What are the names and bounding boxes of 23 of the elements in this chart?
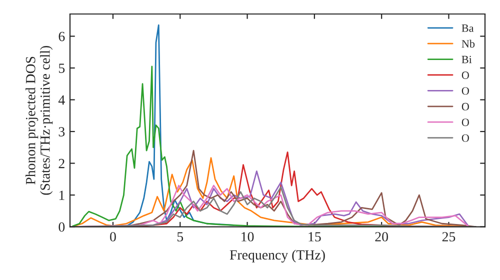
x-tick-label: 25 — [442, 232, 456, 242]
x-tick-label: 10 — [242, 232, 254, 242]
x-tick-label: 15 — [308, 232, 321, 242]
legend-label: O — [462, 102, 469, 110]
legend-label: Nb — [462, 40, 475, 48]
x-tick-label: 5 — [177, 232, 184, 242]
y-tick-label: 2 — [58, 158, 64, 168]
legend-label: O — [462, 134, 469, 142]
legend-label: Ba — [462, 24, 474, 32]
legend-label: O — [462, 72, 469, 79]
x-tick-label: 0 — [110, 232, 116, 242]
legend-label: O — [462, 87, 469, 95]
y-tick-label: 5 — [59, 64, 65, 73]
x-tick-label: 20 — [375, 232, 388, 242]
x-axis-title: Frequency (THz) — [230, 250, 325, 262]
y-tick-label: 6 — [58, 32, 65, 42]
y-tick-label: 4 — [58, 95, 65, 105]
y-tick-label: 0 — [58, 222, 65, 232]
legend-label: Bi — [462, 56, 472, 64]
y-tick-label: 1 — [59, 190, 64, 200]
y-tick-label: 3 — [58, 127, 65, 136]
legend-label: O — [462, 118, 469, 126]
y-axis-title: Phonon projected DOS (States/THz·primitive cell) — [26, 46, 53, 195]
